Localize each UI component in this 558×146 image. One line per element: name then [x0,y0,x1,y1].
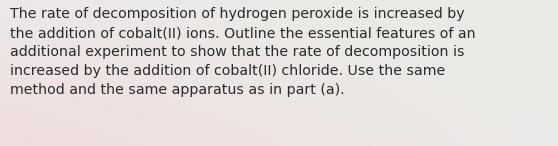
Text: The rate of decomposition of hydrogen peroxide is increased by
the addition of c: The rate of decomposition of hydrogen pe… [10,7,475,97]
